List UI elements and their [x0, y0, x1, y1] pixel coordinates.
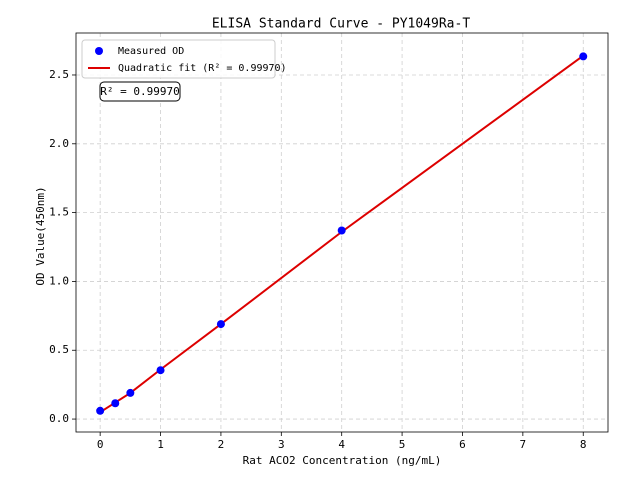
legend-box: [81, 39, 276, 79]
data-point: [156, 366, 165, 375]
y-tick-label: 0.0: [49, 412, 69, 425]
data-point: [96, 406, 105, 415]
x-tick-label: 2: [218, 438, 225, 451]
y-tick-label: 1.5: [49, 206, 69, 219]
x-tick-label: 3: [278, 438, 285, 451]
data-point: [216, 320, 225, 329]
y-tick-label: 2.5: [49, 68, 69, 81]
legend-label: Quadratic fit (R² = 0.99970): [118, 63, 287, 74]
annotation: R² = 0.99970: [99, 81, 181, 102]
x-tick-label: 8: [580, 438, 587, 451]
plot-frame: [75, 32, 609, 433]
x-tick-label: 1: [157, 438, 164, 451]
x-tick-label: 6: [459, 438, 466, 451]
x-tick-label: 5: [399, 438, 406, 451]
legend-swatch: [95, 47, 103, 55]
annotation-text: R² = 0.99970: [100, 85, 179, 98]
x-axis-label: Rat ACO2 Concentration (ng/mL): [243, 454, 442, 467]
data-point: [337, 226, 346, 235]
annotation-box: [99, 81, 181, 102]
y-tick-label: 0.5: [49, 343, 69, 356]
legend-label: Measured OD: [118, 46, 184, 57]
x-tick-label: 0: [97, 438, 104, 451]
x-tick-label: 7: [520, 438, 527, 451]
legend: Measured OD Quadratic fit (R² = 0.99970): [81, 39, 287, 79]
data-point: [126, 388, 135, 397]
chart-title: ELISA Standard Curve - PY1049Ra-T: [212, 17, 470, 32]
data-point: [111, 399, 120, 408]
y-tick-label: 1.0: [49, 274, 69, 287]
y-tick-label: 2.0: [49, 137, 69, 150]
x-tick-label: 4: [338, 438, 345, 451]
data-point: [579, 52, 588, 61]
y-axis-label: OD Value(450nm): [34, 186, 47, 285]
